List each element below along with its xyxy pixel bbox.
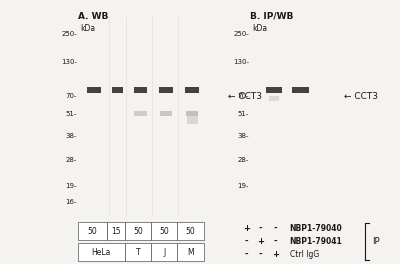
Bar <box>134 87 147 93</box>
Text: +: + <box>257 237 264 246</box>
Text: -: - <box>244 250 248 259</box>
Text: -: - <box>259 250 263 259</box>
Bar <box>177 222 204 241</box>
Bar <box>186 87 199 93</box>
Text: kDa: kDa <box>252 24 267 33</box>
Text: -: - <box>273 237 277 246</box>
Bar <box>292 87 309 93</box>
Text: -: - <box>244 237 248 246</box>
Bar <box>107 222 125 241</box>
Bar <box>151 222 177 241</box>
Text: M: M <box>187 248 194 257</box>
Bar <box>151 243 177 261</box>
Bar <box>160 111 172 116</box>
Text: 50: 50 <box>186 227 195 236</box>
Text: NBP1-79041: NBP1-79041 <box>290 237 342 246</box>
Text: 16-: 16- <box>66 199 77 205</box>
Bar <box>269 96 279 101</box>
Text: J: J <box>163 248 165 257</box>
Text: 70-: 70- <box>238 93 249 99</box>
Text: 15: 15 <box>111 227 121 236</box>
Text: 19-: 19- <box>238 183 249 189</box>
Text: 51-: 51- <box>238 111 249 117</box>
Text: Ctrl IgG: Ctrl IgG <box>290 250 319 259</box>
Bar <box>177 243 204 261</box>
Text: 70-: 70- <box>66 93 77 99</box>
Text: HeLa: HeLa <box>92 248 111 257</box>
Text: T: T <box>136 248 140 257</box>
Text: 50: 50 <box>133 227 143 236</box>
Text: 38-: 38- <box>238 133 249 139</box>
Text: 250-: 250- <box>62 31 77 37</box>
Text: 50: 50 <box>88 227 98 236</box>
Bar <box>112 87 123 93</box>
Text: A. WB: A. WB <box>78 12 108 21</box>
Text: 130-: 130- <box>233 59 249 65</box>
Text: 19-: 19- <box>66 183 77 189</box>
Text: 50: 50 <box>159 227 169 236</box>
Text: 130-: 130- <box>61 59 77 65</box>
Bar <box>78 243 125 261</box>
Text: -: - <box>273 224 277 233</box>
Text: IP: IP <box>372 237 380 246</box>
Bar <box>125 243 151 261</box>
Text: 51-: 51- <box>66 111 77 117</box>
Bar <box>78 222 107 241</box>
Bar <box>134 111 146 116</box>
Text: ← CCT3: ← CCT3 <box>344 92 378 101</box>
Bar <box>186 111 198 116</box>
Text: B. IP/WB: B. IP/WB <box>250 12 293 21</box>
Text: +: + <box>272 250 279 259</box>
Bar <box>266 87 282 93</box>
Text: 250-: 250- <box>234 31 249 37</box>
Text: +: + <box>243 224 250 233</box>
Bar <box>160 87 173 93</box>
Text: kDa: kDa <box>80 24 95 33</box>
Bar <box>187 116 198 124</box>
Bar <box>125 222 151 241</box>
Text: 28-: 28- <box>66 157 77 163</box>
Text: NBP1-79040: NBP1-79040 <box>290 224 342 233</box>
Text: 28-: 28- <box>238 157 249 163</box>
Text: ← CCT3: ← CCT3 <box>228 92 262 101</box>
Text: 38-: 38- <box>66 133 77 139</box>
Bar <box>88 87 101 93</box>
Text: -: - <box>259 224 263 233</box>
